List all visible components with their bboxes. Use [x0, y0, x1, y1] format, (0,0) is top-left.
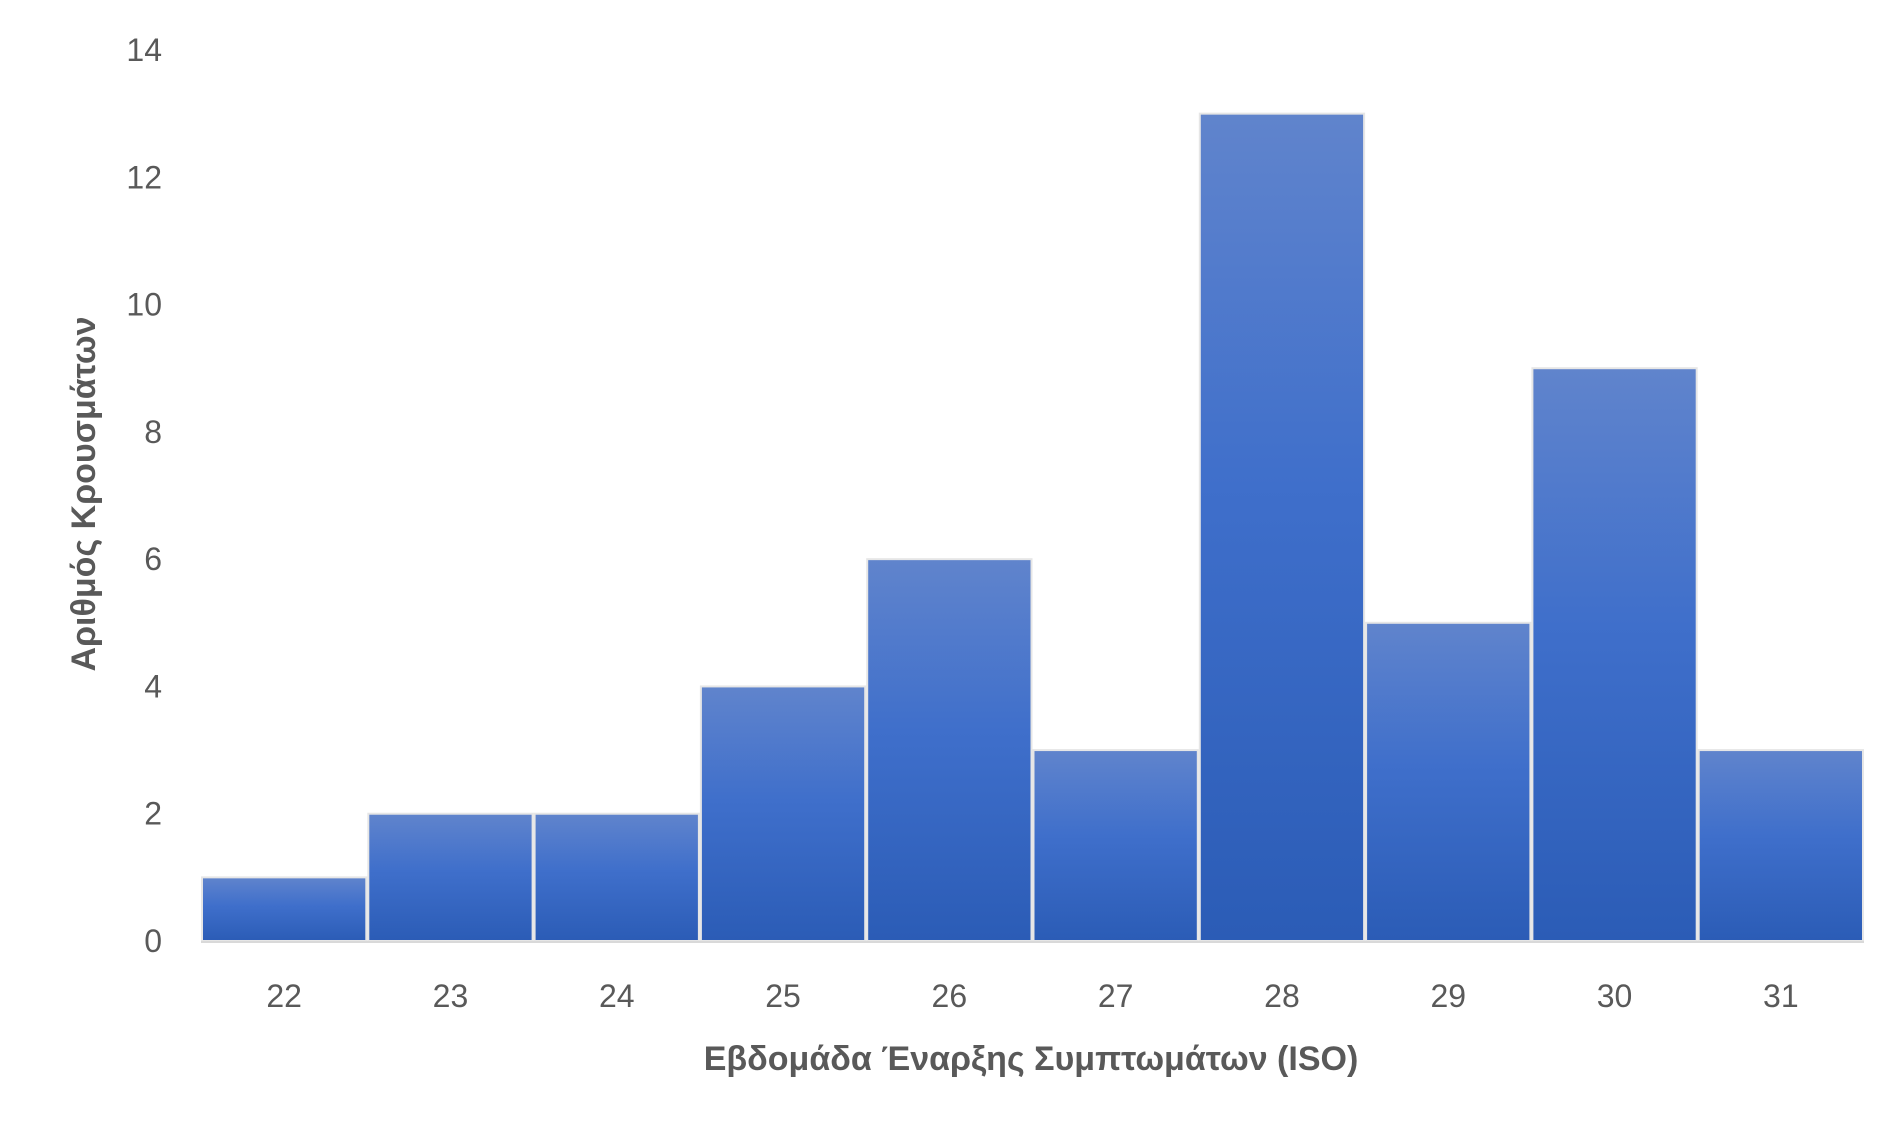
bars: [201, 112, 1864, 943]
y-tick-label: 8: [144, 414, 162, 450]
y-tick-label: 6: [144, 541, 162, 577]
bar-week-22: [201, 876, 368, 942]
x-tick-label: 27: [1098, 978, 1134, 1014]
x-tick-label: 28: [1264, 978, 1300, 1014]
x-tick-label: 29: [1430, 978, 1466, 1014]
x-tick-label: 26: [932, 978, 968, 1014]
bar-week-23: [367, 812, 534, 943]
y-tick-label: 0: [144, 923, 162, 959]
x-tick-label: 23: [433, 978, 469, 1014]
x-axis-ticks: 22 23 24 25 26 27 28 29 30 31: [266, 978, 1798, 1014]
bar-week-31: [1697, 749, 1864, 942]
x-tick-label: 24: [599, 978, 635, 1014]
x-tick-label: 31: [1763, 978, 1799, 1014]
bar-week-24: [533, 812, 700, 943]
bar-week-29: [1365, 621, 1532, 942]
y-tick-label: 14: [126, 32, 162, 68]
bar-week-30: [1531, 367, 1698, 942]
x-axis-title: Εβδομάδα Έναρξης Συμπτωμάτων (ISO): [704, 1040, 1359, 1078]
x-tick-label: 25: [765, 978, 801, 1014]
x-tick-label: 30: [1597, 978, 1633, 1014]
y-axis-title: Αριθμός Κρουσμάτων: [65, 316, 103, 671]
x-tick-label: 22: [266, 978, 302, 1014]
y-axis-ticks: 0 2 4 6 8 10 12 14: [126, 32, 162, 959]
y-tick-label: 2: [144, 796, 162, 832]
bar-week-27: [1032, 749, 1199, 942]
bar-week-25: [699, 685, 867, 943]
bar-week-28: [1198, 112, 1366, 942]
y-tick-label: 4: [144, 668, 162, 704]
y-tick-label: 10: [126, 287, 162, 323]
y-tick-label: 12: [126, 159, 162, 195]
bar-week-26: [866, 558, 1033, 943]
